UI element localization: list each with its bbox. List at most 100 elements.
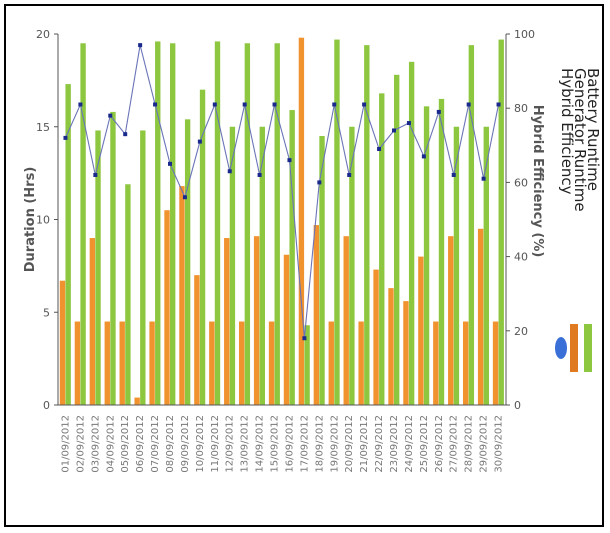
legend-label-hybrid-efficiency: Hybrid Efficiency	[558, 68, 576, 195]
x-axis-tick-label: 13/09/2012	[240, 415, 251, 473]
hybrid-efficiency-point	[347, 172, 352, 177]
x-axis-tick-label: 19/09/2012	[329, 415, 340, 473]
generator-runtime-bar	[164, 210, 170, 405]
combo-chart: 0 5 10 15 20 0 20 40 60 80 100 01/09/2012 02/09/2012…	[23, 28, 602, 473]
left-axis-tick-label: 0	[43, 399, 50, 412]
generator-runtime-bar	[418, 256, 424, 405]
hybrid-efficiency-point	[153, 102, 158, 107]
x-axis-tick-label: 02/09/2012	[75, 415, 86, 473]
hybrid-efficiency-point	[242, 102, 247, 107]
x-axis-tick-label: 25/09/2012	[419, 415, 430, 473]
chart-frame: 0 5 10 15 20 0 20 40 60 80 100 01/09/2012 02/09/2012…	[4, 4, 604, 527]
hybrid-efficiency-point	[466, 102, 471, 107]
generator-runtime-bar	[462, 321, 469, 405]
generator-runtime-bar	[253, 236, 260, 405]
tick-label-layer: 0 5 10 15 20 0 20 40 60 80 100 01/09/2012 02/09/2012…	[36, 28, 535, 473]
hybrid-efficiency-point	[377, 147, 382, 152]
battery-runtime-bar	[364, 45, 370, 405]
left-axis-tick-label: 20	[36, 28, 50, 41]
battery-runtime-bar	[319, 136, 325, 405]
battery-runtime-bar	[244, 43, 251, 406]
hybrid-efficiency-point	[182, 195, 187, 200]
battery-runtime-bar	[110, 111, 116, 405]
hybrid-efficiency-point	[272, 102, 277, 107]
left-axis-tick-label: 15	[36, 121, 50, 134]
hybrid-efficiency-point	[197, 139, 202, 144]
x-axis-tick-label: 10/09/2012	[195, 415, 206, 473]
x-axis-tick-label: 29/09/2012	[479, 415, 490, 473]
generator-runtime-bar	[328, 321, 334, 405]
generator-runtime-bar	[74, 321, 81, 405]
battery-runtime-bar	[80, 43, 86, 406]
battery-runtime-bar	[468, 45, 475, 405]
x-axis-tick-label: 14/09/2012	[255, 415, 266, 473]
x-axis-tick-label: 30/09/2012	[494, 415, 505, 473]
generator-runtime-bar	[298, 37, 305, 406]
generator-runtime-bar	[388, 288, 394, 405]
generator-runtime-bar	[358, 321, 364, 405]
x-axis-tick-label: 28/09/2012	[464, 415, 475, 473]
generator-runtime-bar	[492, 321, 499, 405]
axes-layer	[54, 33, 510, 406]
generator-runtime-bar	[313, 225, 320, 405]
generator-runtime-bar	[119, 321, 125, 405]
battery-runtime-bar	[229, 126, 236, 405]
hybrid-efficiency-point	[257, 172, 262, 177]
legend-marker-hybrid-efficiency	[555, 337, 567, 359]
hybrid-efficiency-point	[406, 121, 411, 126]
hybrid-efficiency-point	[78, 102, 83, 107]
battery-runtime-bar	[199, 89, 206, 406]
battery-runtime-bar	[498, 39, 504, 405]
right-axis-title: Hybrid Efficiency (%)	[530, 105, 545, 258]
left-axis-tick-label: 5	[43, 306, 50, 319]
generator-runtime-bar	[477, 228, 484, 405]
x-axis-tick-label: 06/09/2012	[135, 415, 146, 473]
x-axis-tick-label: 11/09/2012	[210, 415, 221, 473]
hybrid-efficiency-point	[108, 113, 113, 118]
hybrid-efficiency-point	[93, 172, 98, 177]
legend-swatch-generator-runtime	[570, 324, 578, 372]
generator-runtime-bar	[224, 238, 230, 405]
left-axis-title: Duration (Hrs)	[23, 167, 38, 273]
generator-runtime-bar	[59, 280, 66, 405]
generator-runtime-bar	[104, 321, 110, 405]
generator-runtime-bar	[194, 275, 200, 405]
battery-runtime-bar	[453, 126, 460, 405]
battery-runtime-bar	[438, 98, 445, 406]
hybrid-efficiency-point	[421, 154, 426, 159]
generator-runtime-bar	[373, 269, 379, 405]
bar-layer	[59, 37, 504, 406]
right-axis-tick-label: 60	[514, 176, 528, 189]
generator-runtime-bar	[403, 301, 409, 405]
hybrid-efficiency-point	[212, 102, 217, 107]
hybrid-efficiency-point	[317, 180, 322, 185]
generator-runtime-bar	[89, 238, 96, 405]
battery-runtime-bar	[289, 110, 295, 406]
x-axis-tick-label: 26/09/2012	[434, 415, 445, 473]
x-axis-tick-label: 24/09/2012	[404, 415, 415, 473]
generator-runtime-bar	[209, 321, 215, 405]
right-axis-tick-label: 80	[514, 102, 528, 115]
hybrid-efficiency-point	[227, 169, 232, 174]
x-axis-tick-label: 21/09/2012	[359, 415, 370, 473]
battery-runtime-bar	[125, 184, 131, 405]
hybrid-efficiency-point	[287, 158, 292, 163]
battery-runtime-bar	[274, 43, 280, 406]
generator-runtime-bar	[283, 254, 290, 405]
hybrid-efficiency-line	[64, 44, 500, 339]
x-axis-tick-label: 16/09/2012	[284, 415, 295, 473]
battery-runtime-bar	[170, 43, 176, 406]
hybrid-efficiency-point	[302, 336, 307, 341]
battery-runtime-bar	[65, 84, 71, 406]
hybrid-efficiency-point	[63, 135, 68, 140]
generator-runtime-bar	[149, 321, 155, 405]
generator-runtime-bar	[268, 321, 275, 405]
hybrid-efficiency-point	[392, 128, 396, 133]
hybrid-efficiency-point	[496, 102, 501, 107]
battery-runtime-bar	[140, 130, 146, 405]
legend-swatch-battery-runtime	[584, 324, 592, 372]
battery-runtime-bar	[423, 106, 430, 405]
legend: Battery Runtime Generator Runtime Hybrid…	[555, 68, 602, 372]
hybrid-efficiency-point	[168, 161, 172, 166]
battery-runtime-bar	[259, 126, 265, 405]
